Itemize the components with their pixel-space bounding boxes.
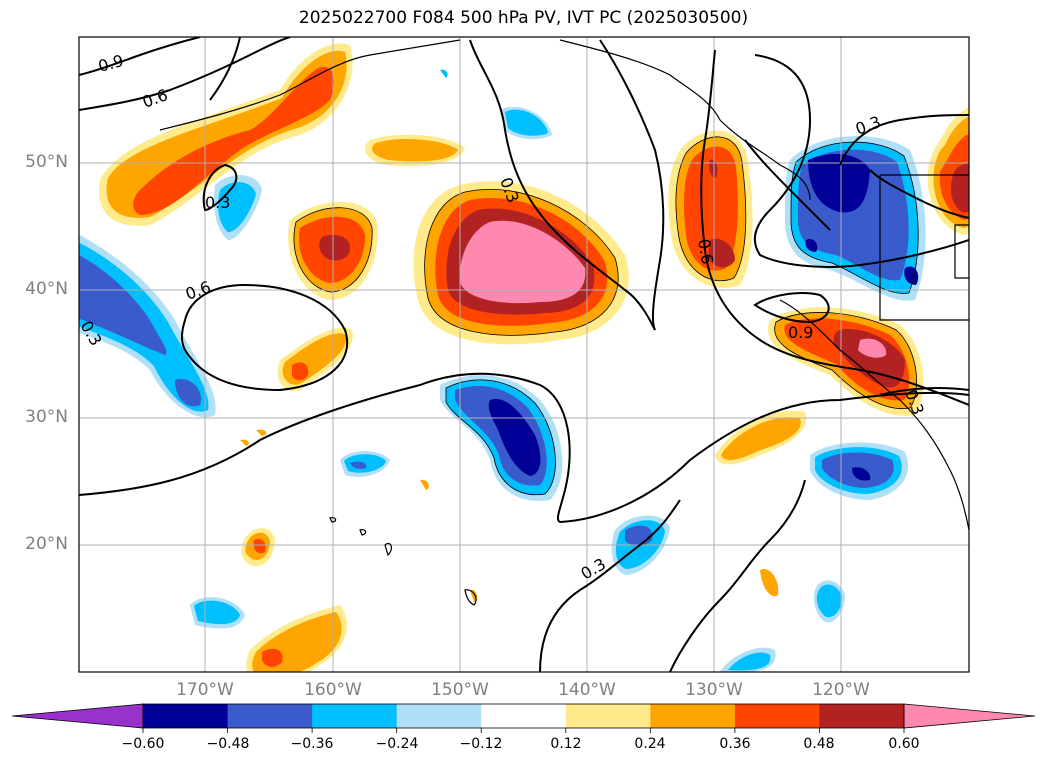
- colorbar-segment: [650, 704, 736, 728]
- colorbar-label: 0.24: [634, 736, 666, 752]
- colorbar-label: 0.60: [888, 736, 920, 752]
- lon-label: 150°W: [431, 680, 489, 700]
- lon-label: 170°W: [176, 680, 234, 700]
- colorbar-segment: [143, 704, 229, 728]
- positive-anomaly-fields: [99, 43, 969, 672]
- colorbar-over-extend: [903, 703, 1036, 729]
- colorbar-label: −0.48: [206, 736, 250, 752]
- lon-label: 160°W: [304, 680, 362, 700]
- colorbar-label: −0.36: [290, 736, 334, 752]
- ivt-contours: [79, 37, 969, 672]
- colorbar-ticks: [142, 728, 905, 733]
- contour-label: 0.6: [694, 237, 717, 265]
- colorbar-segments: [143, 704, 905, 728]
- lat-label: 50°N: [25, 152, 68, 172]
- colorbar-label: 0.36: [719, 736, 751, 752]
- lat-label: 30°N: [25, 407, 68, 427]
- lon-label: 120°W: [812, 680, 870, 700]
- colorbar: [11, 703, 1036, 733]
- negative-anomaly-fields: [79, 69, 926, 672]
- colorbar-label: −0.12: [459, 736, 503, 752]
- field-outlines: [293, 136, 919, 496]
- contour-label: 0.3: [205, 193, 230, 212]
- colorbar-segment: [227, 704, 313, 728]
- lat-label: 20°N: [25, 534, 68, 554]
- colorbar-label: −0.24: [375, 736, 419, 752]
- lon-label: 130°W: [685, 680, 743, 700]
- lat-label: 40°N: [25, 279, 68, 299]
- lon-label: 140°W: [558, 680, 616, 700]
- colorbar-under-extend: [11, 703, 144, 729]
- colorbar-label: 0.12: [550, 736, 582, 752]
- map-frame: [78, 36, 970, 673]
- colorbar-segment: [396, 704, 482, 728]
- colorbar-segment: [819, 704, 905, 728]
- colorbar-segment: [312, 704, 398, 728]
- colorbar-label: 0.48: [803, 736, 835, 752]
- colorbar-segment: [481, 704, 567, 728]
- map-area: [79, 37, 969, 672]
- colorbar-frame: [142, 703, 905, 729]
- colorbar-segment: [565, 704, 651, 728]
- colorbar-segment: [734, 704, 820, 728]
- graticule: [79, 37, 969, 672]
- coastlines: [159, 39, 969, 606]
- contour-label: 0.9: [788, 323, 813, 342]
- map-title: 2025022700 F084 500 hPa PV, IVT PC (2025…: [298, 8, 749, 28]
- colorbar-label: −0.60: [121, 736, 165, 752]
